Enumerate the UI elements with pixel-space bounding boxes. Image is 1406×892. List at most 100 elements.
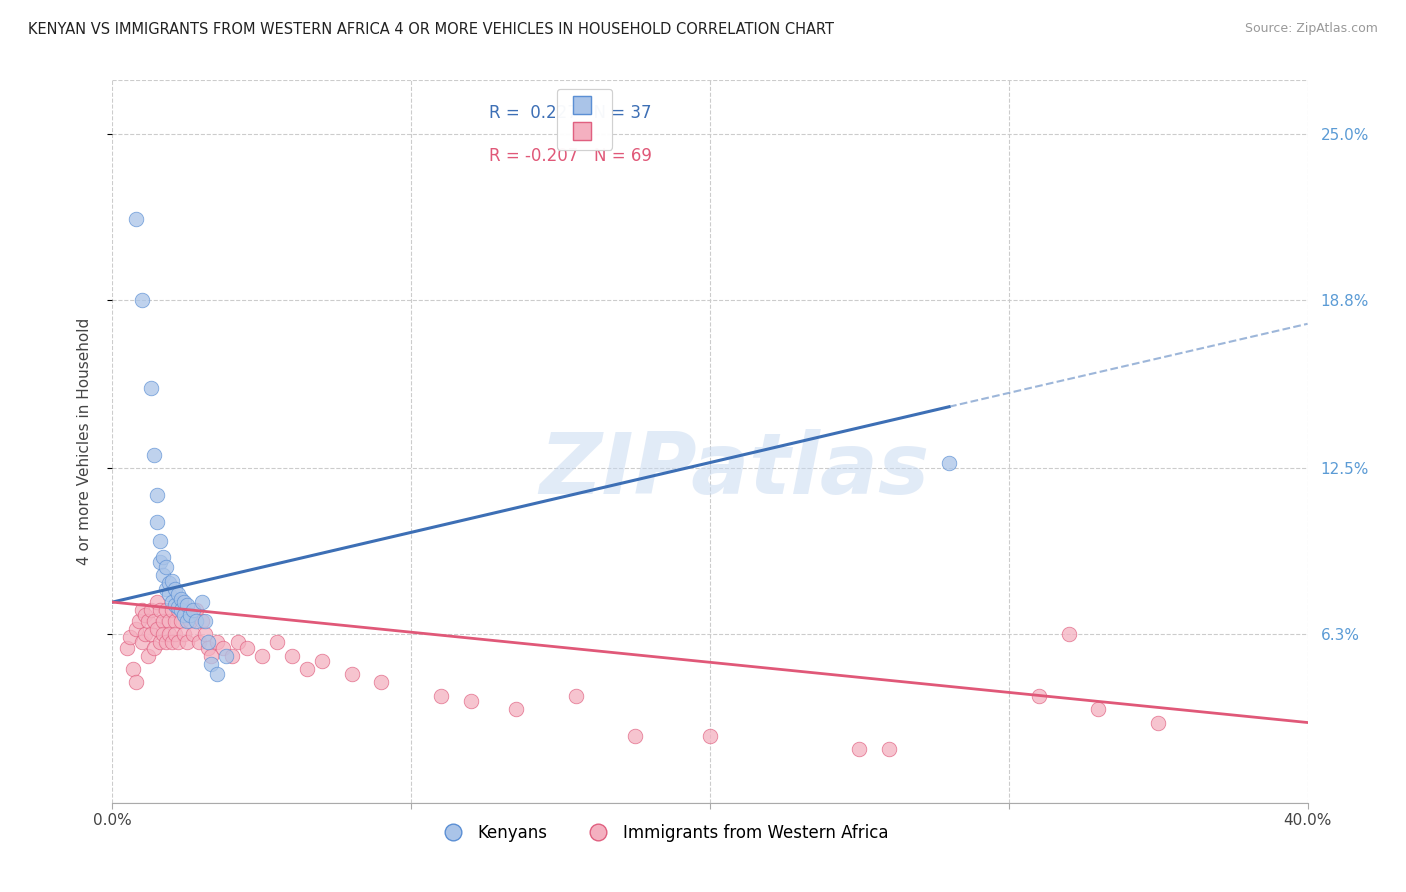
Point: [152, 627, 174, 641]
Point: [564, 689, 586, 703]
Point: [236, 640, 259, 655]
Point: [221, 648, 243, 663]
Point: [162, 635, 183, 649]
Point: [191, 614, 214, 628]
Y-axis label: 4 or more Vehicles in Household: 4 or more Vehicles in Household: [77, 318, 91, 566]
Point: [212, 640, 235, 655]
Point: [165, 627, 187, 641]
Point: [146, 488, 169, 502]
Point: [157, 576, 180, 591]
Point: [226, 635, 249, 649]
Point: [152, 614, 174, 628]
Point: [155, 635, 177, 649]
Point: [173, 627, 195, 641]
Point: [194, 627, 217, 641]
Point: [186, 603, 208, 617]
Point: [131, 635, 153, 649]
Point: [157, 587, 180, 601]
Point: [266, 635, 288, 649]
Point: [1057, 627, 1080, 641]
Point: [165, 598, 187, 612]
Point: [205, 667, 228, 681]
Point: [143, 640, 166, 655]
Point: [186, 614, 208, 628]
Point: [205, 635, 228, 649]
Point: [167, 587, 190, 601]
Point: [162, 603, 183, 617]
Point: [131, 293, 153, 307]
Point: [125, 212, 148, 227]
Point: [146, 515, 169, 529]
Point: [155, 560, 177, 574]
Point: [162, 595, 183, 609]
Point: [138, 614, 160, 628]
Point: [117, 640, 139, 655]
Point: [128, 614, 150, 628]
Point: [170, 603, 193, 617]
Point: [138, 648, 160, 663]
Point: [155, 603, 177, 617]
Point: [200, 657, 222, 671]
Point: [1028, 689, 1050, 703]
Point: [125, 622, 148, 636]
Point: [179, 608, 201, 623]
Point: [624, 729, 647, 743]
Point: [170, 614, 193, 628]
Point: [146, 622, 169, 636]
Point: [170, 592, 193, 607]
Point: [1087, 702, 1109, 716]
Point: [170, 595, 193, 609]
Point: [430, 689, 453, 703]
Point: [188, 635, 211, 649]
Point: [143, 614, 166, 628]
Point: [295, 662, 318, 676]
Point: [191, 595, 214, 609]
Point: [125, 675, 148, 690]
Point: [197, 635, 219, 649]
Point: [200, 648, 222, 663]
Point: [505, 702, 527, 716]
Point: [879, 742, 901, 756]
Text: R =  0.227   N = 37: R = 0.227 N = 37: [489, 103, 651, 122]
Point: [167, 603, 190, 617]
Point: [152, 568, 174, 582]
Point: [157, 614, 180, 628]
Point: [176, 603, 198, 617]
Point: [173, 595, 195, 609]
Point: [165, 582, 187, 596]
Point: [176, 598, 198, 612]
Point: [157, 627, 180, 641]
Point: [460, 694, 482, 708]
Point: [141, 381, 163, 395]
Point: [149, 555, 172, 569]
Point: [340, 667, 363, 681]
Point: [146, 595, 169, 609]
Point: [143, 448, 166, 462]
Point: [149, 635, 172, 649]
Point: [141, 603, 163, 617]
Point: [176, 635, 198, 649]
Legend: Kenyans, Immigrants from Western Africa: Kenyans, Immigrants from Western Africa: [429, 817, 896, 848]
Point: [134, 608, 156, 623]
Point: [370, 675, 392, 690]
Point: [173, 608, 195, 623]
Point: [194, 614, 217, 628]
Point: [938, 456, 960, 470]
Text: ZIPatlas: ZIPatlas: [538, 429, 929, 512]
Point: [311, 654, 333, 668]
Point: [149, 603, 172, 617]
Point: [176, 614, 198, 628]
Point: [197, 640, 219, 655]
Point: [152, 549, 174, 564]
Text: KENYAN VS IMMIGRANTS FROM WESTERN AFRICA 4 OR MORE VEHICLES IN HOUSEHOLD CORRELA: KENYAN VS IMMIGRANTS FROM WESTERN AFRICA…: [28, 22, 834, 37]
Point: [155, 582, 177, 596]
Point: [162, 574, 183, 588]
Point: [699, 729, 721, 743]
Point: [181, 627, 204, 641]
Point: [167, 635, 190, 649]
Point: [1147, 715, 1170, 730]
Point: [149, 533, 172, 548]
Point: [122, 662, 145, 676]
Point: [215, 648, 238, 663]
Text: Source: ZipAtlas.com: Source: ZipAtlas.com: [1244, 22, 1378, 36]
